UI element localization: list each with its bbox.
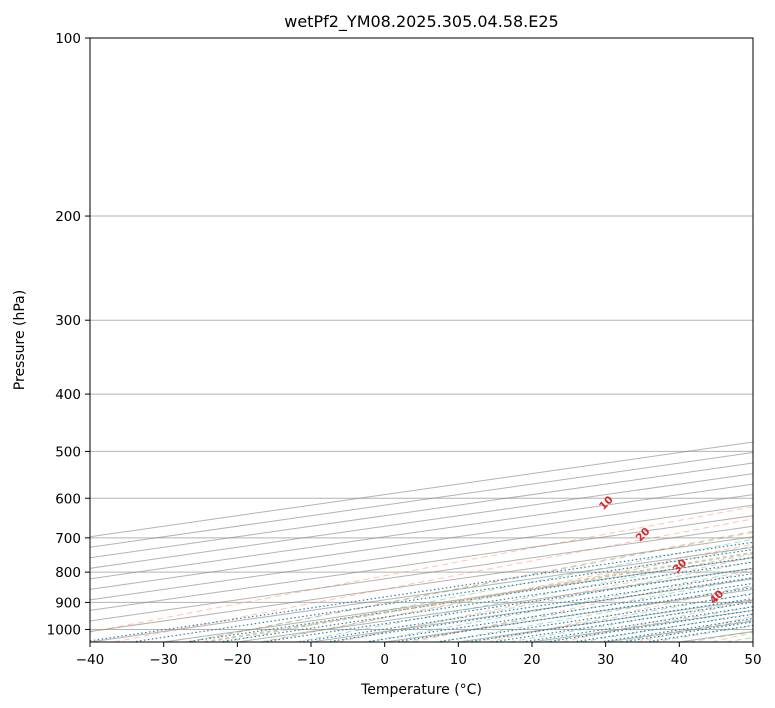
moist-adiabat-10 <box>473 592 753 642</box>
isotherm--90 <box>90 494 753 590</box>
y-tick-label: 900 <box>55 595 81 611</box>
x-tick-label: 40 <box>671 652 688 668</box>
mixing-ratio-0.1 <box>90 541 753 642</box>
mixing-ratio-10 <box>492 601 753 642</box>
chart-title: wetPf2_YM08.2025.305.04.58.E25 <box>284 12 558 32</box>
dry-adiabat-10 <box>487 585 753 642</box>
x-tick-label: −20 <box>223 652 252 668</box>
moist-adiabat--10 <box>331 561 753 642</box>
moist-adiabat-0 <box>403 577 753 642</box>
y-tick-label: 400 <box>55 387 81 403</box>
x-tick-label: 30 <box>597 652 614 668</box>
mixing-ratio-1.5 <box>299 573 753 642</box>
dry-adiabat--30 <box>188 530 753 642</box>
y-tick-label: 100 <box>55 31 81 47</box>
mixing-ratio-36 <box>645 624 753 642</box>
dry-adiabat-20 <box>562 600 753 642</box>
isotherm--10 <box>310 578 753 642</box>
moist-adiabat-45 <box>725 637 753 642</box>
dry-adiabat--10 <box>338 557 753 642</box>
lcl-line <box>204 551 753 642</box>
dry-adiabat-lines <box>90 506 753 642</box>
moist-adiabat--20 <box>260 545 753 642</box>
mixing-ratio-lines <box>90 541 753 642</box>
plot-area: 0.10.20.40.611.52346810131620253036-100-… <box>90 38 775 642</box>
isotherm--120 <box>90 462 753 559</box>
moist-adiabat-35 <box>652 625 753 642</box>
moist-adiabat-15 <box>509 599 753 642</box>
isobar-lines <box>90 38 753 630</box>
mixing-ratio-16 <box>546 609 753 642</box>
dry-adiabat--40 <box>114 518 753 642</box>
isotherm--80 <box>90 504 753 601</box>
mixing-ratio-20 <box>572 613 753 642</box>
moist-adiabat-40 <box>689 631 753 642</box>
x-tick-label: −30 <box>149 652 178 668</box>
y-tick-label: 500 <box>55 444 81 460</box>
mixing-ratio-0.4 <box>185 556 753 642</box>
y-tick-label: 300 <box>55 313 81 329</box>
y-axis-label: Pressure (hPa) <box>12 290 28 390</box>
mixing-ratio-0.6 <box>218 561 753 642</box>
isotherm--50 <box>90 536 753 632</box>
x-tick-label: 10 <box>450 652 467 668</box>
y-tick-label: 1000 <box>47 622 81 638</box>
isotherm--60 <box>90 525 753 622</box>
mixing-ratio-0.2 <box>131 548 753 642</box>
isotherm-50 <box>752 641 753 642</box>
isotherm--100 <box>90 483 753 580</box>
plot-frame <box>89 37 754 643</box>
y-tick-label: 700 <box>55 531 81 547</box>
isotherm--110 <box>90 473 753 569</box>
y-axis-ticks: 100 200 300 400 500 600 700 800 900 1000 <box>47 31 90 638</box>
isotherm-lines <box>90 441 753 642</box>
isotherm--140 <box>90 441 753 538</box>
y-tick-label: 800 <box>55 565 81 581</box>
mixing-ratio-13 <box>522 606 753 642</box>
moist-adiabat-label: 10 <box>597 494 616 513</box>
x-tick-label: −40 <box>76 652 105 668</box>
x-tick-label: 0 <box>380 652 389 668</box>
x-axis-ticks: −40 −30 −20 −10 0 10 20 30 40 50 <box>76 642 762 668</box>
x-axis-label: Temperature (°C) <box>360 682 482 698</box>
isotherm--70 <box>90 515 753 611</box>
moist-adiabat-25 <box>580 612 753 642</box>
moist-adiabat--15 <box>296 553 753 642</box>
isotherm--30 <box>163 557 753 642</box>
moist-adiabat-30 <box>616 619 753 642</box>
dry-adiabat--50 <box>90 506 753 633</box>
moist-adiabat-lines <box>187 38 775 642</box>
dry-adiabat--20 <box>263 543 753 642</box>
lcl-curve <box>204 551 753 642</box>
x-tick-label: 50 <box>744 652 761 668</box>
isotherm--130 <box>90 452 753 548</box>
moist-adiabat-50 <box>762 38 775 642</box>
x-tick-label: −10 <box>297 652 326 668</box>
x-tick-label: 20 <box>523 652 540 668</box>
moist-adiabat--30 <box>187 531 753 642</box>
dry-adiabat-0 <box>412 570 753 642</box>
y-tick-label: 600 <box>55 491 81 507</box>
y-tick-label: 200 <box>55 209 81 225</box>
dry-adiabat-30 <box>636 615 753 642</box>
